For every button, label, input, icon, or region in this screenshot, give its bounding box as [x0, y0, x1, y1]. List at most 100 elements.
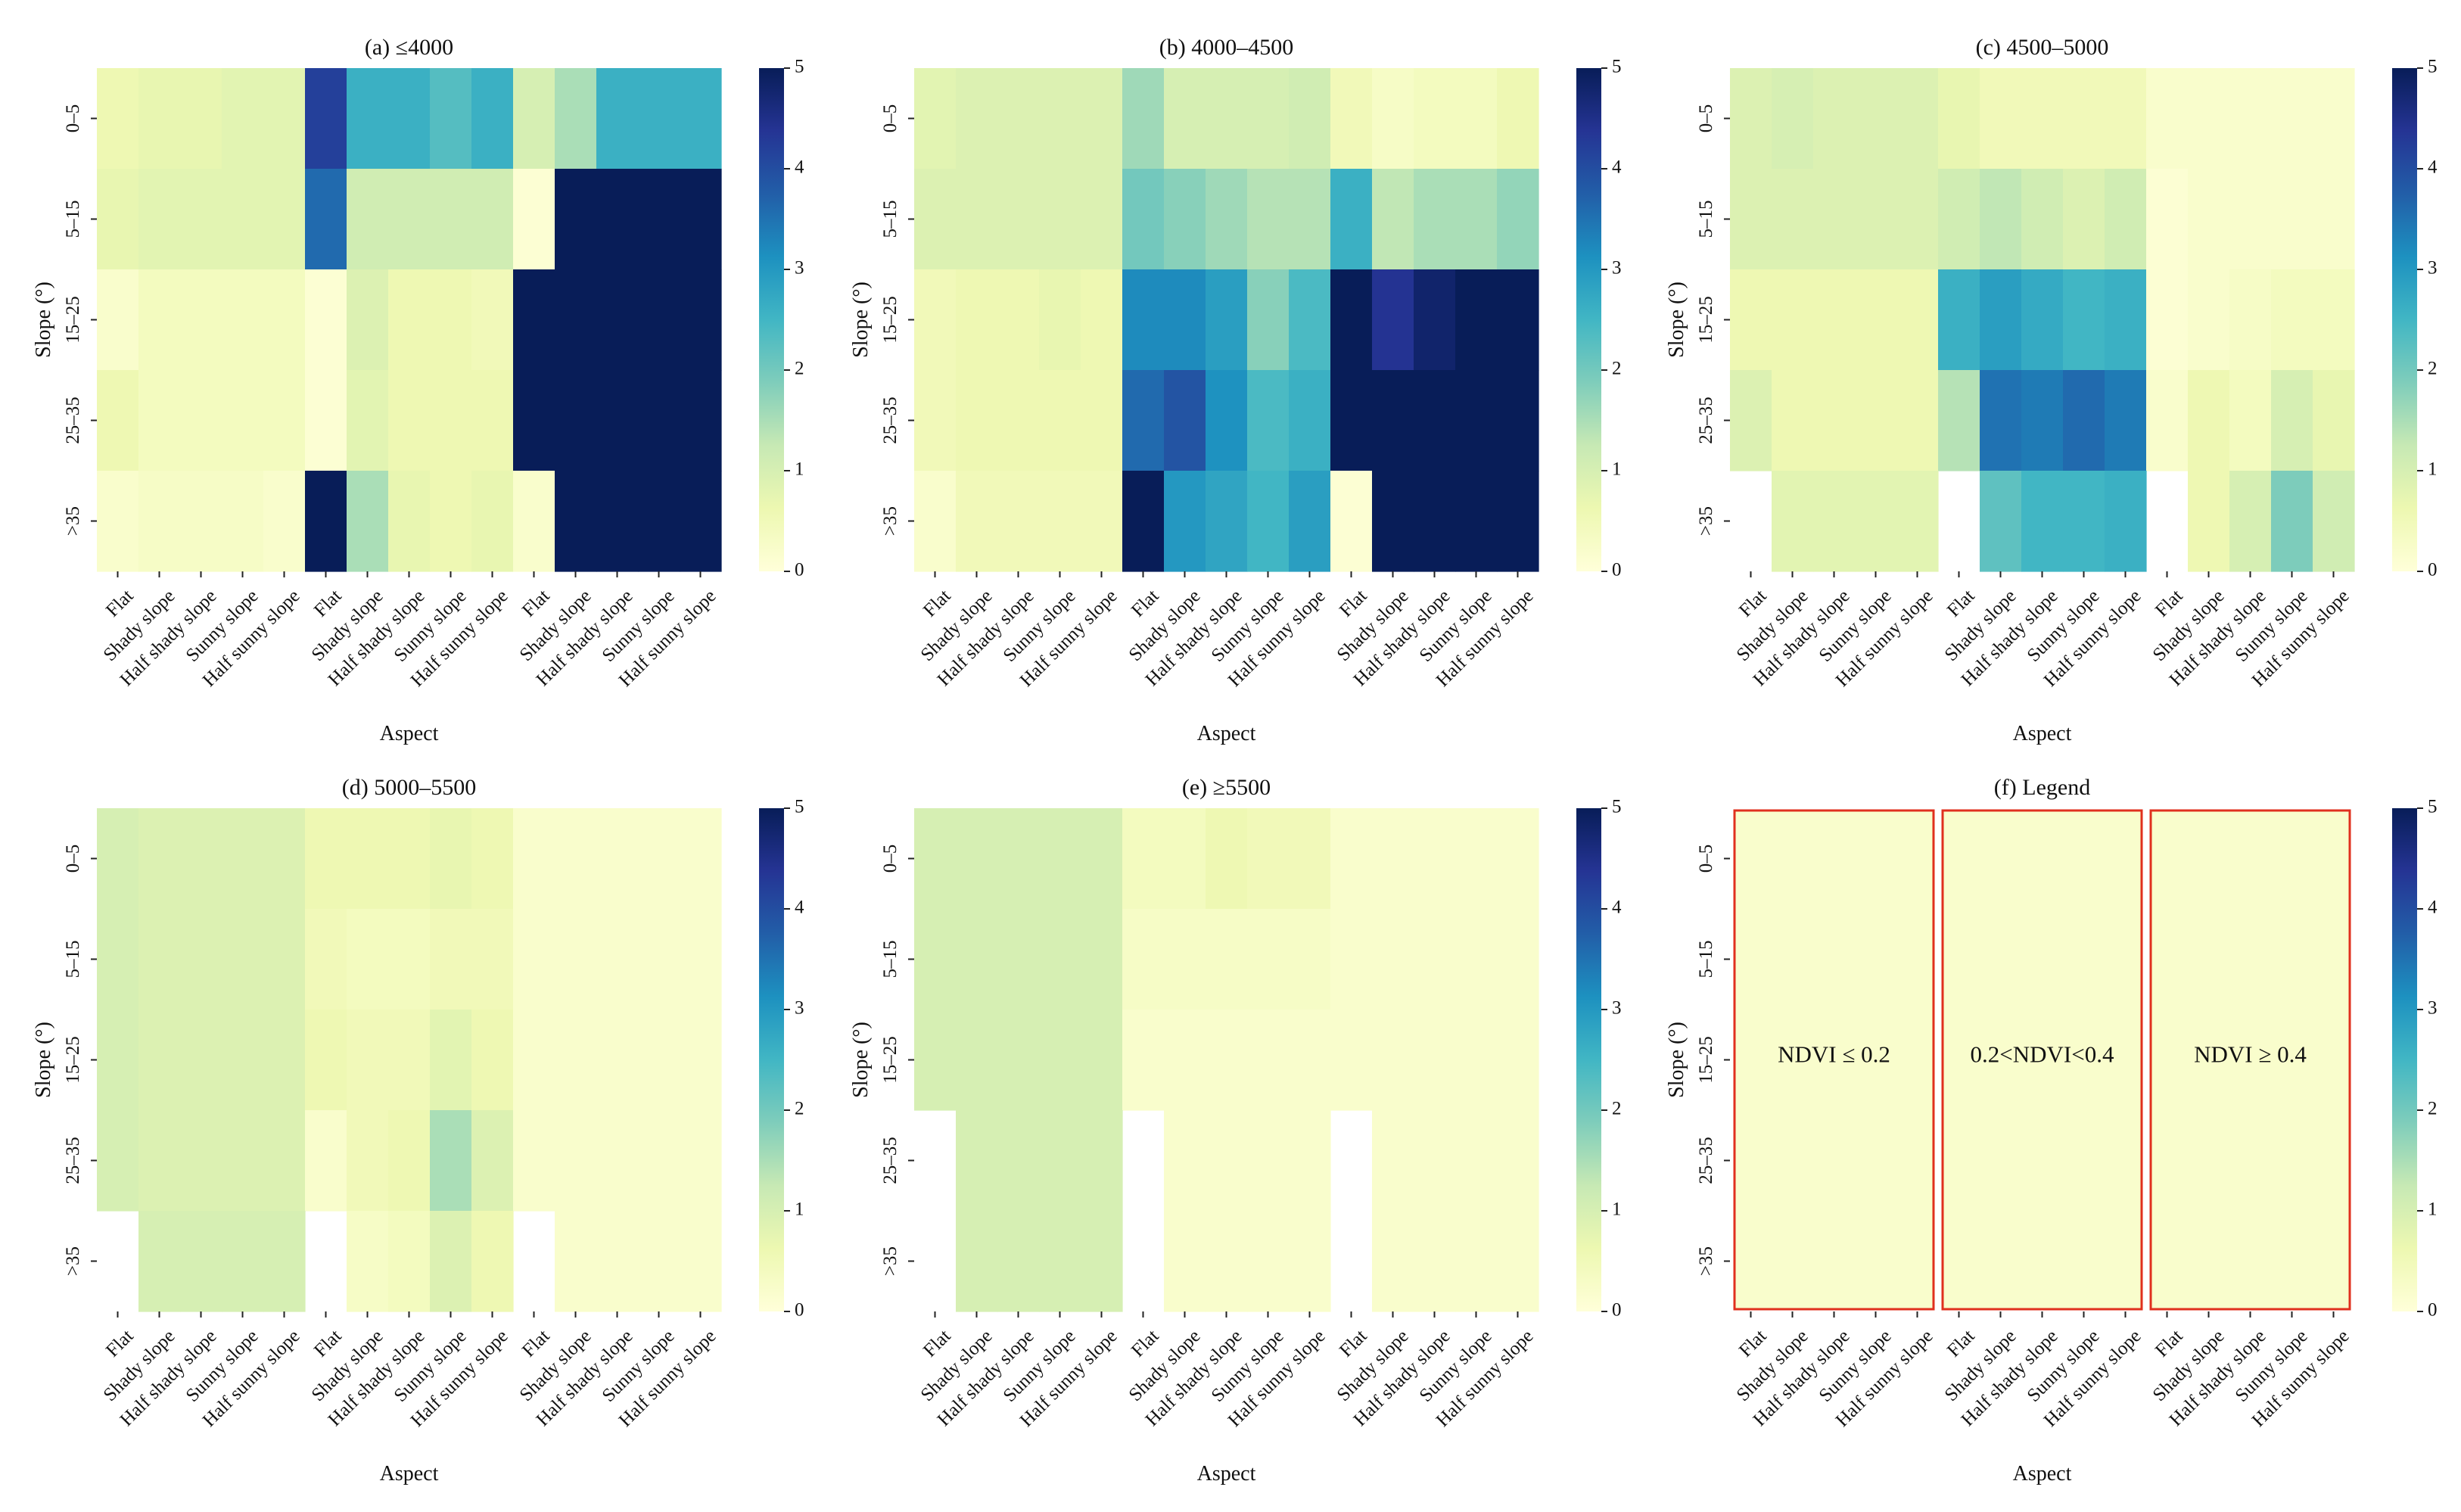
colorbar-tick-label: 2: [795, 359, 804, 379]
heatmap-cell: [138, 808, 181, 910]
y-tick-label: 0–5: [1696, 845, 1716, 873]
y-tick-label: 0–5: [63, 104, 83, 133]
heatmap-cell: [1039, 1110, 1081, 1212]
heatmap-cell: [138, 1211, 181, 1312]
heatmap-cell: [222, 1110, 264, 1212]
heatmap-cell: [471, 68, 514, 170]
heatmap-cell: [1081, 1211, 1123, 1312]
heatmap-cell: [1414, 370, 1456, 471]
heatmap-cell: [555, 1211, 597, 1312]
heatmap-cell: [1855, 370, 1897, 471]
heatmap-cell: [2146, 169, 2189, 270]
y-tick-label: >35: [880, 506, 901, 536]
heatmap-cell: [1414, 169, 1456, 270]
heatmap-cell: [513, 909, 555, 1010]
heatmap-cell: [97, 808, 139, 910]
heatmap-cell: [97, 1010, 139, 1111]
heatmap-cell: [997, 68, 1040, 170]
heatmap-cell: [2229, 169, 2272, 270]
legend-box-label: NDVI ≥ 0.4: [2194, 1041, 2307, 1068]
y-tick-label: 5–15: [63, 201, 83, 238]
heatmap-cell: [2271, 68, 2313, 170]
heatmap-panel: (d) 5000–55000–55–1515–2525–35>35FlatSha…: [32, 775, 804, 1486]
heatmap-cell: [1896, 169, 1939, 270]
heatmap-cell: [138, 169, 181, 270]
heatmap-cell: [680, 370, 722, 471]
y-axis-label: Slope (°): [32, 282, 55, 358]
heatmap-cell: [180, 808, 222, 910]
heatmap-cell: [1497, 269, 1539, 371]
heatmap-cell: [2188, 269, 2230, 371]
x-tick-label: Flat: [102, 1326, 138, 1361]
heatmap-cell: [388, 1211, 431, 1312]
heatmap-cell: [1206, 808, 1248, 910]
heatmap-cell: [222, 370, 264, 471]
heatmap-cell: [388, 169, 431, 270]
x-tick-label: Flat: [2151, 586, 2187, 621]
heatmap-cell: [138, 909, 181, 1010]
heatmap-cell: [1247, 269, 1290, 371]
x-tick-label: Flat: [919, 1326, 955, 1361]
heatmap-cell: [680, 1010, 722, 1111]
heatmap-cell: [2313, 471, 2355, 572]
x-axis-label: Aspect: [380, 722, 439, 745]
heatmap-cell: [1122, 68, 1165, 170]
heatmap-cell: [1164, 169, 1206, 270]
heatmap-cell: [1455, 370, 1498, 471]
x-tick-label: Flat: [518, 586, 554, 621]
heatmap-cell: [347, 1110, 389, 1212]
colorbar-tick-label: 2: [2428, 1099, 2438, 1119]
heatmap-cell: [1247, 909, 1290, 1010]
heatmap-cell: [914, 1010, 957, 1111]
heatmap-cell: [1772, 471, 1814, 572]
y-tick-label: 25–35: [880, 1137, 901, 1184]
heatmap-cell: [914, 68, 957, 170]
heatmap-cell: [180, 68, 222, 170]
heatmap-cell: [914, 909, 957, 1010]
y-tick-label: 15–25: [1696, 296, 1716, 344]
panel-title: (e) ≥5500: [1182, 775, 1271, 800]
y-axis-label: Slope (°): [849, 1022, 873, 1098]
heatmap-cell: [222, 808, 264, 910]
heatmap-cell: [956, 1010, 998, 1111]
y-tick-label: 5–15: [1696, 201, 1716, 238]
colorbar-tick-label: 1: [2428, 459, 2438, 480]
heatmap-cell: [1122, 808, 1165, 910]
x-tick-label: Flat: [1128, 1326, 1163, 1361]
heatmap-cell: [997, 808, 1040, 910]
heatmap-cell: [1414, 1110, 1456, 1212]
heatmap-cell: [347, 169, 389, 270]
heatmap-cell: [1497, 169, 1539, 270]
heatmap-cell: [222, 269, 264, 371]
heatmap-cell: [138, 68, 181, 170]
colorbar-tick-label: 2: [1612, 359, 1622, 379]
colorbar-tick-label: 1: [1612, 1199, 1622, 1220]
heatmap-cell: [596, 808, 639, 910]
colorbar-tick-label: 3: [1612, 258, 1622, 278]
heatmap-cell: [1855, 169, 1897, 270]
colorbar-tick-label: 5: [2428, 57, 2438, 77]
heatmap-cell: [1938, 68, 1980, 170]
heatmap-cell: [1497, 370, 1539, 471]
heatmap-cell: [680, 269, 722, 371]
heatmap-cell: [263, 909, 306, 1010]
heatmap-cell: [1289, 1010, 1331, 1111]
heatmap-cell: [1896, 370, 1939, 471]
heatmap-cell: [1081, 68, 1123, 170]
heatmap-cell: [138, 1110, 181, 1212]
heatmap-cell: [513, 370, 555, 471]
x-tick-label: Flat: [1128, 586, 1163, 621]
heatmap-cell: [305, 370, 347, 471]
heatmap-cell: [1289, 68, 1331, 170]
x-tick-label: Flat: [1943, 1326, 1979, 1361]
heatmap-cell: [1497, 1010, 1539, 1111]
heatmap-cell: [97, 68, 139, 170]
heatmap-cell: [1039, 471, 1081, 572]
y-tick-label: >35: [63, 1246, 83, 1276]
heatmap-cell: [347, 1010, 389, 1111]
heatmap-cell: [2313, 269, 2355, 371]
heatmap-cell: [2021, 269, 2064, 371]
heatmap-cell: [471, 471, 514, 572]
heatmap-cell: [1039, 370, 1081, 471]
